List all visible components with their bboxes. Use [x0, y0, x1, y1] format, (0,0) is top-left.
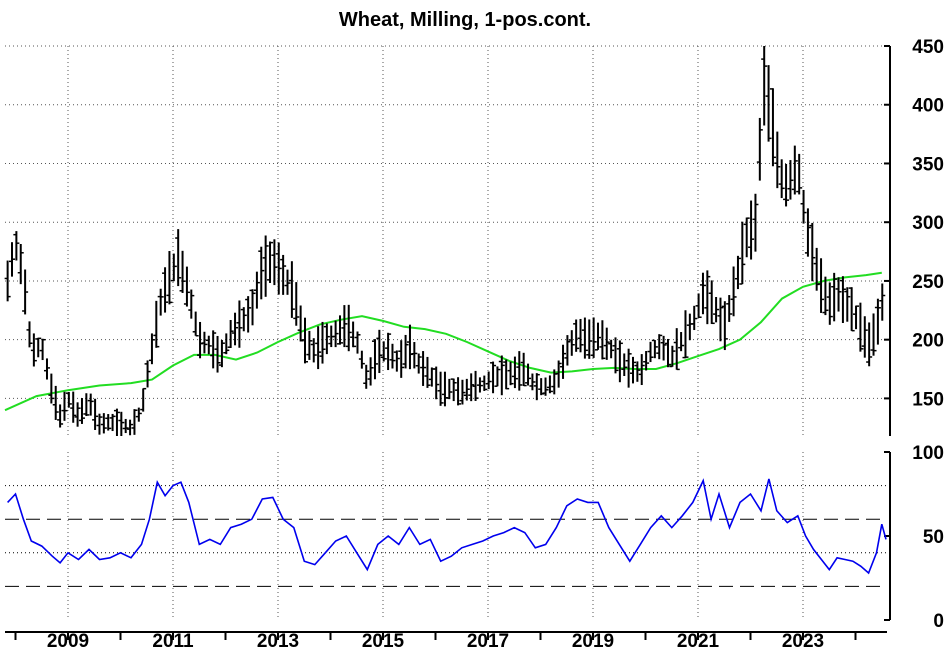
y-tick-label: 50 — [923, 527, 944, 548]
y-tick-label: 300 — [912, 213, 944, 234]
x-tick-label: 2017 — [467, 631, 509, 650]
chart-title: Wheat, Milling, 1-pos.cont. — [339, 9, 591, 31]
y-tick-label: 100 — [912, 443, 944, 464]
y-tick-label: 350 — [912, 154, 944, 175]
y-tick-label: 0 — [933, 611, 944, 632]
y-tick-label: 400 — [912, 96, 944, 117]
x-tick-label: 2009 — [47, 631, 89, 650]
price-panel: 150 200 250 300 350 400 450 — [4, 37, 944, 436]
x-axis: 2009 2011 2013 2015 2017 2019 2021 2023 — [5, 631, 887, 650]
x-tick-label: 2023 — [782, 631, 824, 650]
x-tick-label: 2015 — [362, 631, 405, 650]
y-tick-label: 450 — [912, 37, 944, 58]
y-tick-label: 150 — [912, 389, 944, 410]
y-tick-label: 200 — [912, 331, 944, 352]
x-tick-label: 2011 — [152, 631, 194, 650]
oscillator-panel: 0 50 100 — [5, 443, 944, 632]
moving-average-line — [4, 271, 882, 412]
x-tick-label: 2021 — [677, 631, 720, 650]
x-tick-label: 2013 — [257, 631, 299, 650]
x-tick-label: 2019 — [572, 631, 614, 650]
oscillator-line — [7, 478, 887, 575]
y-tick-label: 250 — [912, 272, 944, 293]
